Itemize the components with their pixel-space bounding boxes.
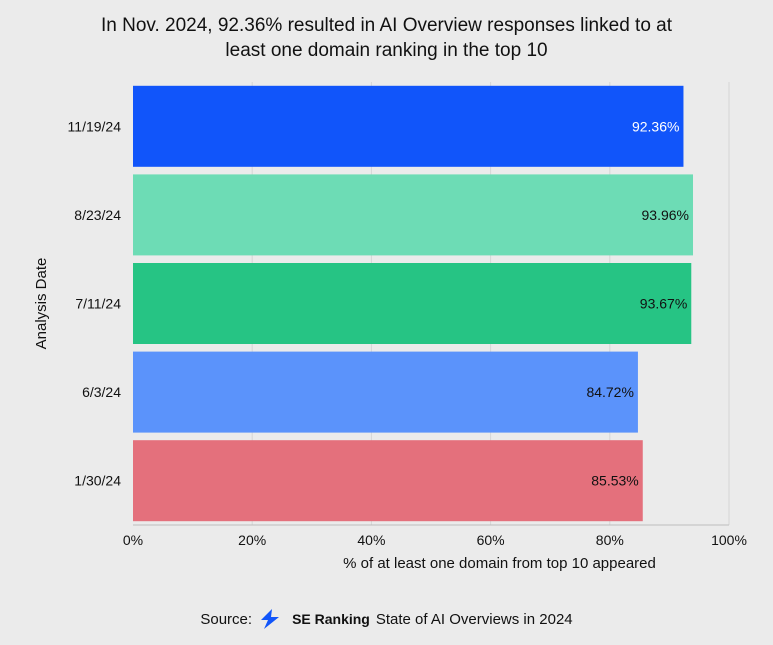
- bar-chart: 92.36% 11/19/24 93.96% 8/23/24 93.67% 7/11/24…: [33, 82, 747, 572]
- x-tick-label: 60%: [477, 532, 505, 548]
- x-tick-label: 100%: [711, 532, 747, 548]
- y-axis-title: Analysis Date: [33, 258, 50, 350]
- source-prefix: Source:: [200, 610, 253, 628]
- bar: [133, 174, 694, 256]
- chart-title-line-2: least one domain ranking in the top 10: [225, 40, 548, 61]
- chart-title-line-1: In Nov. 2024, 92.36% resulted in AI Over…: [100, 15, 673, 36]
- se-ranking-logo-icon: [258, 608, 282, 630]
- x-tick-label: 0%: [123, 532, 143, 548]
- bar-value-label: 93.96%: [642, 207, 689, 223]
- bar: [133, 263, 692, 344]
- bar: [133, 85, 684, 167]
- bar-value-label: 93.67%: [640, 296, 687, 312]
- y-tick-label: 7/11/24: [75, 296, 121, 312]
- x-tick-label: 40%: [357, 532, 385, 548]
- x-axis-title: % of at least one domain from top 10 app…: [343, 555, 656, 572]
- bar-value-label: 85.53%: [591, 473, 638, 489]
- x-tick-label: 20%: [238, 532, 266, 548]
- bar: [133, 351, 638, 433]
- y-tick-label: 8/23/24: [74, 207, 121, 223]
- y-tick-label: 6/3/24: [82, 384, 121, 400]
- bar-value-label: 84.72%: [586, 384, 633, 400]
- source-line: Source: SE Ranking State of AI Overviews…: [0, 608, 773, 630]
- bar: [133, 440, 643, 522]
- y-tick-label: 11/19/24: [68, 118, 122, 134]
- source-brand: SE Ranking: [292, 611, 370, 627]
- x-tick-label: 80%: [596, 532, 624, 548]
- chart-title: In Nov. 2024, 92.36% resulted in AI Over…: [0, 13, 773, 63]
- bar-value-label: 92.36%: [632, 118, 679, 134]
- source-suffix: State of AI Overviews in 2024: [375, 610, 573, 628]
- y-tick-label: 1/30/24: [74, 473, 121, 489]
